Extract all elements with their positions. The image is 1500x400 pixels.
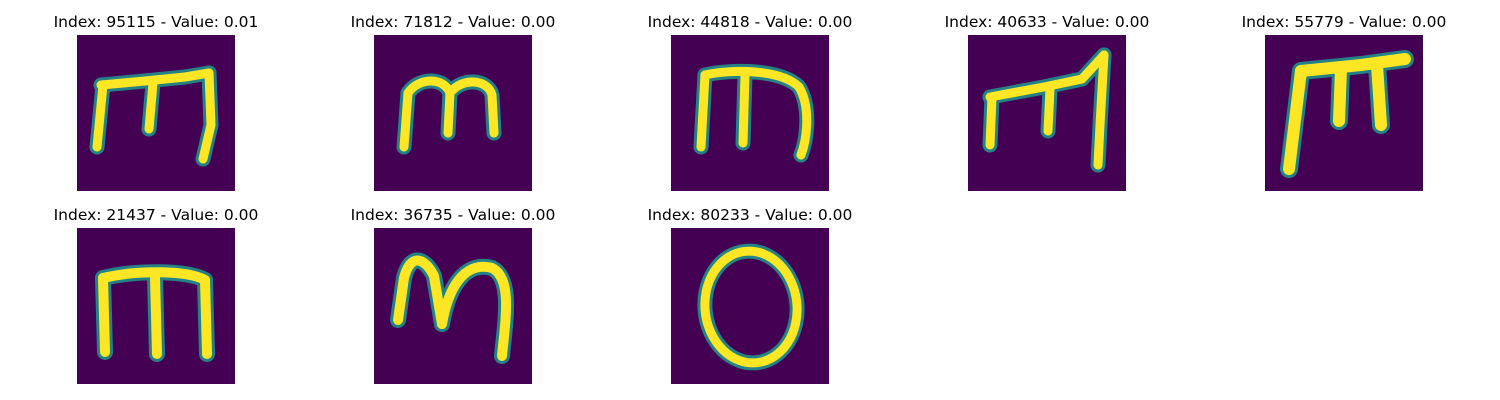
handwritten-m-image: [1265, 35, 1423, 191]
handwritten-m-image: [671, 35, 829, 191]
panel-title: Index: 44818 - Value: 0.00: [647, 13, 853, 31]
handwritten-m-image: [77, 35, 235, 191]
panel-title: Index: 80233 - Value: 0.00: [647, 206, 853, 224]
panel-title: Index: 55779 - Value: 0.00: [1241, 13, 1447, 31]
handwritten-m-image: [374, 228, 532, 384]
panel-title: Index: 95115 - Value: 0.01: [53, 13, 259, 31]
handwritten-m-image: [968, 35, 1126, 191]
panel-title: Index: 36735 - Value: 0.00: [350, 206, 556, 224]
panel-title: Index: 71812 - Value: 0.00: [350, 13, 556, 31]
handwritten-m-image: [77, 228, 235, 384]
panel-title: Index: 21437 - Value: 0.00: [53, 206, 259, 224]
handwritten-o-image: [671, 228, 829, 384]
handwritten-m-image: [374, 35, 532, 191]
panel-title: Index: 40633 - Value: 0.00: [944, 13, 1150, 31]
